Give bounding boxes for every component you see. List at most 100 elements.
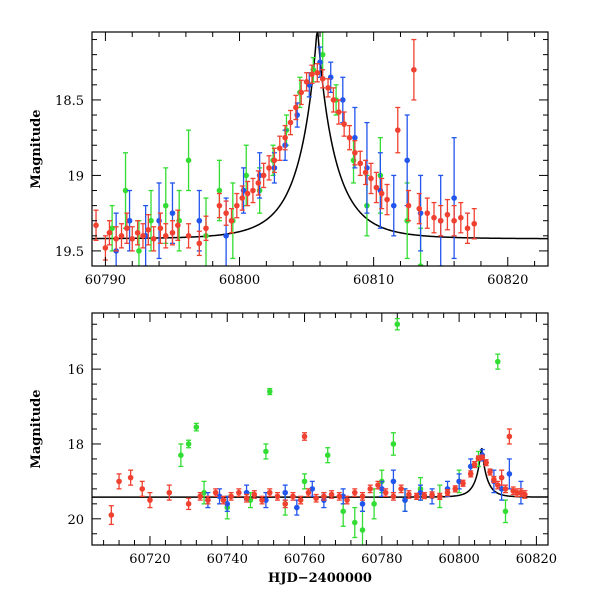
x-tick-label: 60760 [284, 552, 325, 567]
data-point [106, 229, 113, 236]
data-point [234, 202, 240, 209]
data-point [405, 202, 412, 209]
data-point [502, 508, 509, 515]
data-point [324, 452, 331, 458]
data-point [416, 205, 423, 212]
data-point [498, 486, 505, 492]
data-point [162, 202, 169, 209]
y-tick-label: 19 [67, 169, 84, 184]
data-point [359, 493, 366, 500]
data-point [220, 497, 227, 503]
data-point [429, 492, 435, 498]
y-tick-label: 19.5 [55, 245, 84, 260]
data-point [325, 85, 331, 91]
x-tick-label: 60740 [207, 552, 248, 567]
data-point [243, 495, 250, 502]
data-point [243, 172, 250, 179]
model-curve [92, 447, 548, 498]
data-point [185, 441, 192, 447]
data-point [145, 226, 152, 233]
data-point [341, 121, 347, 127]
data-point [451, 195, 457, 201]
data-point [498, 474, 505, 481]
data-point [228, 217, 235, 224]
data-point [436, 493, 443, 500]
data-point [196, 217, 203, 224]
data-point [328, 491, 335, 498]
data-point [390, 478, 397, 485]
series-0 [178, 317, 509, 545]
data-point [471, 220, 478, 227]
y-tick-label: 20 [67, 513, 84, 528]
data-point [467, 471, 474, 477]
data-point [494, 482, 501, 488]
data-point [236, 489, 242, 496]
data-point [134, 229, 141, 236]
data-point [113, 236, 119, 242]
data-point [417, 263, 424, 266]
data-point [205, 497, 211, 503]
data-point [411, 66, 417, 73]
data-point [129, 236, 136, 242]
series-2 [93, 38, 478, 261]
data-point [260, 172, 267, 179]
data-point [514, 489, 520, 496]
data-point [216, 493, 223, 500]
data-point [162, 233, 169, 239]
data-point [203, 225, 209, 232]
data-point [169, 210, 176, 216]
x-tick-label: 60810 [353, 273, 394, 288]
data-point [362, 169, 369, 176]
data-point [169, 229, 176, 236]
data-point [175, 222, 181, 229]
data-point [216, 187, 223, 194]
x-tick-label: 60720 [129, 552, 170, 567]
data-point [483, 459, 489, 466]
data-point [390, 493, 397, 500]
data-point [166, 489, 173, 496]
data-point [223, 233, 229, 239]
data-point [506, 471, 513, 477]
data-point [351, 519, 358, 526]
data-point [384, 196, 390, 203]
data-point [458, 214, 464, 221]
data-point [147, 497, 153, 503]
data-point [250, 187, 256, 194]
data-point [276, 145, 283, 152]
data-point [444, 489, 451, 496]
data-point [150, 236, 157, 242]
x-tick-label: 60780 [361, 552, 402, 567]
data-point [506, 433, 513, 440]
data-point [185, 501, 192, 507]
data-point [359, 501, 366, 507]
data-point [352, 149, 358, 156]
data-point [201, 489, 207, 496]
data-point [224, 501, 231, 507]
data-point [116, 478, 122, 485]
data-point [301, 478, 308, 485]
data-point [244, 190, 251, 197]
x-tick-label: 60790 [85, 273, 126, 288]
plot-area [92, 32, 548, 266]
data-point [394, 321, 401, 328]
x-tick-label: 60800 [219, 273, 260, 288]
data-point [502, 486, 509, 492]
data-point [196, 240, 203, 247]
y-axis-label: Magnitude [29, 109, 44, 188]
data-point [373, 184, 380, 191]
data-point [93, 222, 99, 229]
data-point [330, 97, 337, 103]
data-point [371, 501, 377, 507]
data-point [437, 217, 444, 224]
data-point [382, 489, 389, 496]
data-point [340, 508, 346, 515]
data-point [271, 157, 278, 164]
data-point [398, 486, 404, 492]
data-point [390, 441, 397, 447]
data-point [102, 245, 109, 251]
data-point [282, 134, 288, 141]
data-point [255, 180, 262, 186]
data-point [259, 497, 265, 503]
data-point [451, 217, 457, 224]
data-point [351, 489, 358, 496]
